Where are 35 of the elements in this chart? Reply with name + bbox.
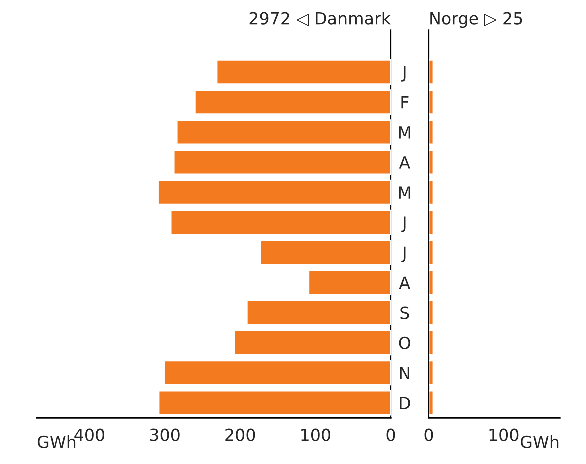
y-tick-label: J xyxy=(402,246,406,262)
y-tick-label: M xyxy=(399,186,410,199)
x-axis-title: GWh xyxy=(520,436,559,448)
bar xyxy=(246,300,391,326)
y-tick-label: M xyxy=(399,126,410,139)
y-tick-label: F xyxy=(402,96,409,109)
y-tick-label: D xyxy=(400,397,410,410)
bar xyxy=(194,90,391,116)
bar xyxy=(308,270,391,296)
bar xyxy=(158,390,391,416)
x-tick-label: 100 xyxy=(302,428,330,442)
y-tick-label: O xyxy=(399,336,411,350)
bar xyxy=(170,210,391,236)
y-tick-label: J xyxy=(402,66,406,82)
x-tick-label: 100 xyxy=(490,428,519,442)
bar xyxy=(176,120,391,146)
x-axis-title: GWh xyxy=(38,436,76,448)
x-tick-label: 200 xyxy=(226,428,256,442)
bar xyxy=(164,360,391,386)
bar xyxy=(173,150,391,176)
y-tick-label: A xyxy=(399,276,410,290)
chart-title: 2972 ◁ Danmark xyxy=(250,12,391,27)
bar xyxy=(158,180,391,206)
x-tick-label: 0 xyxy=(386,428,396,442)
y-tick-label: N xyxy=(400,367,410,380)
y-tick-label: J xyxy=(402,216,406,232)
y-tick-label: A xyxy=(399,156,410,169)
y-tick-label: S xyxy=(400,306,410,320)
chart-title: Norge ▷ 25 xyxy=(430,12,522,28)
x-tick-label: 300 xyxy=(150,428,180,442)
bar xyxy=(216,60,391,85)
bar xyxy=(260,240,391,266)
x-tick-label: 400 xyxy=(74,428,105,442)
x-tick-label: 0 xyxy=(424,428,434,442)
bar xyxy=(234,330,391,356)
